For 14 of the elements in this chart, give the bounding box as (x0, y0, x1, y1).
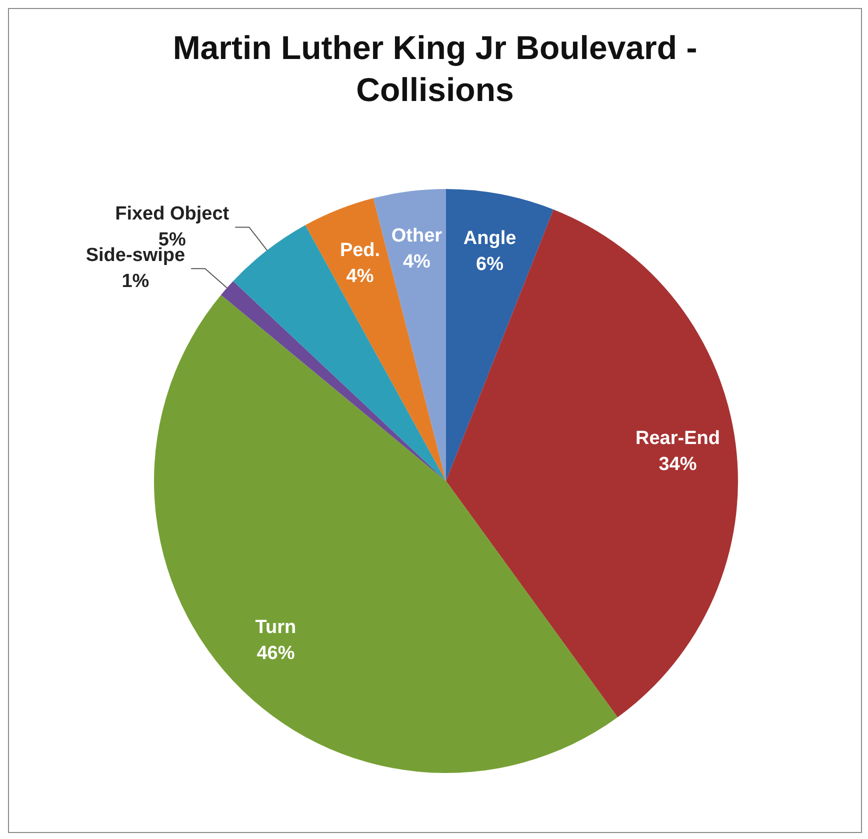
chart-title: Martin Luther King Jr Boulevard - Collisions (172, 28, 698, 110)
data-label: 4% (346, 266, 374, 288)
data-label: 4% (402, 251, 431, 272)
data-label: 34% (658, 454, 697, 475)
data-label: 1% (122, 270, 150, 292)
data-label: 46% (256, 643, 295, 664)
slice-label: Ped. (340, 240, 380, 262)
slice-label: Fixed Object (115, 203, 230, 224)
slice-label: Turn (255, 617, 296, 638)
slice-label: Rear-End (636, 428, 720, 449)
data-label: 6% (476, 254, 504, 275)
slice-label: Other (391, 225, 443, 246)
slice-label: Side-swipe (86, 244, 186, 266)
slice-label: Angle (463, 228, 516, 249)
